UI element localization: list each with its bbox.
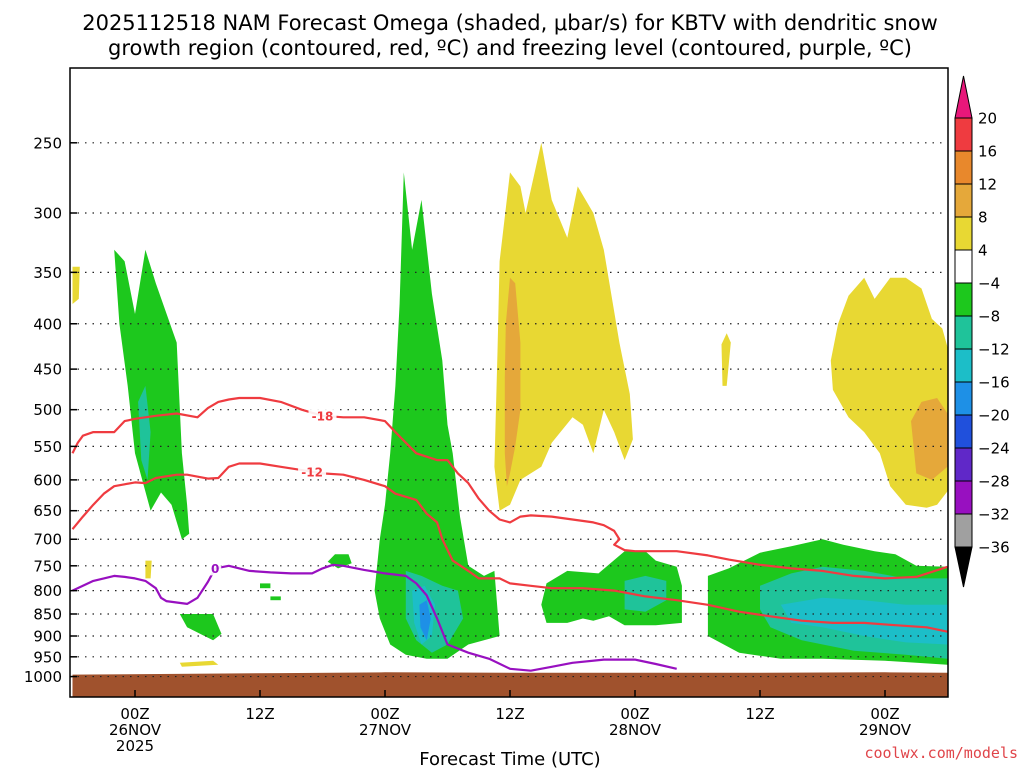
y-tick-label-650: 650 xyxy=(33,502,62,520)
purple-contour-0-label-bg xyxy=(209,561,222,576)
colorbar-label-9: −20 xyxy=(978,407,1010,425)
colorbar-bin-10 xyxy=(954,447,973,482)
omega-yellow-strip-2 xyxy=(145,560,152,579)
x-tick-label-42-1: 12Z xyxy=(495,705,524,723)
colorbar-label-7: −12 xyxy=(978,341,1010,359)
omega-green-column-2 xyxy=(374,172,500,659)
colorbar-label-8: −16 xyxy=(978,374,1010,392)
colorbar-label-13: −36 xyxy=(978,539,1010,557)
omega-shading-layer xyxy=(72,142,948,667)
y-tick-label-400: 400 xyxy=(33,315,62,333)
chart-title-line-1: 2025112518 NAM Forecast Omega (shaded, μ… xyxy=(82,11,938,35)
y-tick-label-750: 750 xyxy=(33,557,62,575)
red-contour-minus18-label: -18 xyxy=(312,409,334,423)
terrain-surface xyxy=(72,672,948,697)
y-tick-label-250: 250 xyxy=(33,134,62,152)
x-tick-label-78-2: 29NOV xyxy=(859,721,912,739)
y-tick-label-950: 950 xyxy=(33,648,62,666)
omega-green-dot-1 xyxy=(260,583,271,589)
x-tick-label-54-2: 28NOV xyxy=(609,721,662,739)
y-tick-label-450: 450 xyxy=(33,361,62,379)
y-tick-label-300: 300 xyxy=(33,205,62,223)
red-contour-minus12-label-bg xyxy=(298,465,327,480)
omega-green-column-1 xyxy=(114,249,190,540)
red-contour-minus18-label-bg xyxy=(308,408,337,423)
red-contour-minus12-label: -12 xyxy=(301,466,323,480)
colorbar-label-10: −24 xyxy=(978,440,1010,458)
x-tick-label-78-1: 00Z xyxy=(870,705,899,723)
credit-text[interactable]: coolwx.com/models xyxy=(864,744,1018,762)
colorbar-label-1: 16 xyxy=(978,143,997,161)
x-tick-label-54-1: 00Z xyxy=(620,705,649,723)
colorbar-bin-4 xyxy=(954,249,973,284)
colorbar-label-3: 8 xyxy=(978,209,988,227)
colorbar-bin-2 xyxy=(954,183,973,218)
red-contour-minus12 xyxy=(71,462,948,633)
y-tick-label-850: 850 xyxy=(33,605,62,623)
omega-yellow-dot-4 xyxy=(721,333,731,386)
y-tick-label-700: 700 xyxy=(33,531,62,549)
x-tick-label-30-1: 00Z xyxy=(370,705,399,723)
colorbar-label-2: 12 xyxy=(978,176,997,194)
y-tick-label-500: 500 xyxy=(33,401,62,419)
omega-yellow-strip-1 xyxy=(179,660,219,667)
y-tick-label-900: 900 xyxy=(33,628,62,646)
omega-teal-core-1 xyxy=(138,385,151,480)
y-tick-label-1000: 1000 xyxy=(24,668,62,686)
x-tick-label-30-2: 27NOV xyxy=(359,721,412,739)
terrain-layer xyxy=(72,672,948,697)
y-axis: 250 300 350 400 450 500 550 600 650 700 750 800 850 9… xyxy=(24,134,77,686)
colorbar-bin-7 xyxy=(954,348,973,383)
colorbar-bin-9 xyxy=(954,414,973,449)
omega-green-dot-2 xyxy=(270,596,281,601)
colorbar-bin-3 xyxy=(954,216,973,251)
x-tick-label-6-3: 2025 xyxy=(116,737,154,755)
chart-title-line-2: growth region (contoured, red, ºC) and f… xyxy=(108,36,912,60)
colorbar-label-0: 20 xyxy=(978,110,997,128)
omega-yellow-plume-1 xyxy=(72,266,80,304)
x-tick-label-66-1: 12Z xyxy=(745,705,774,723)
colorbar-label-6: −8 xyxy=(978,308,1000,326)
colorbar-bin-1 xyxy=(954,150,973,185)
colorbar-label-11: −28 xyxy=(978,473,1010,491)
colorbar-bin-11 xyxy=(954,480,973,515)
x-axis-label: Forecast Time (UTC) xyxy=(419,749,600,768)
x-tick-label-18-1: 12Z xyxy=(245,705,274,723)
colorbar-label-5: −4 xyxy=(978,275,1000,293)
purple-contour-0 xyxy=(72,563,677,672)
y-tick-label-600: 600 xyxy=(33,471,62,489)
colorbar-bin-0 xyxy=(954,117,973,152)
y-tick-label-550: 550 xyxy=(33,438,62,456)
plot-frame xyxy=(69,67,949,698)
purple-contour-0-label: 0 xyxy=(211,562,219,576)
colorbar-bottom-arrow xyxy=(954,546,973,588)
omega-green-blob-small-2 xyxy=(179,614,222,641)
y-tick-label-350: 350 xyxy=(33,264,62,282)
colorbar-bin-5 xyxy=(954,282,973,317)
y-tick-label-800: 800 xyxy=(33,582,62,600)
omega-orange-streak-3 xyxy=(504,277,521,487)
colorbar-label-12: −32 xyxy=(978,506,1010,524)
colorbar: 20 16 12 8 4 −4 −8 −12 −16 −20 −24 −28 −32 −36 xyxy=(954,75,1010,588)
colorbar-top-arrow xyxy=(954,75,973,119)
x-tick-label-6-2: 26NOV xyxy=(109,721,162,739)
omega-yellow-column-3 xyxy=(494,142,633,511)
colorbar-bin-12 xyxy=(954,513,973,548)
contour-layer: -18 -12 0 xyxy=(71,396,948,672)
colorbar-label-4: 4 xyxy=(978,242,988,260)
red-contour-minus18 xyxy=(71,396,948,580)
omega-cyan-region-5 xyxy=(780,597,948,645)
omega-orange-region-6 xyxy=(911,398,948,480)
omega-teal-region-4 xyxy=(624,575,667,612)
omega-blue-core-2 xyxy=(419,600,431,641)
colorbar-bin-6 xyxy=(954,315,973,350)
x-tick-label-6-1: 00Z xyxy=(120,705,149,723)
colorbar-bin-8 xyxy=(954,381,973,416)
